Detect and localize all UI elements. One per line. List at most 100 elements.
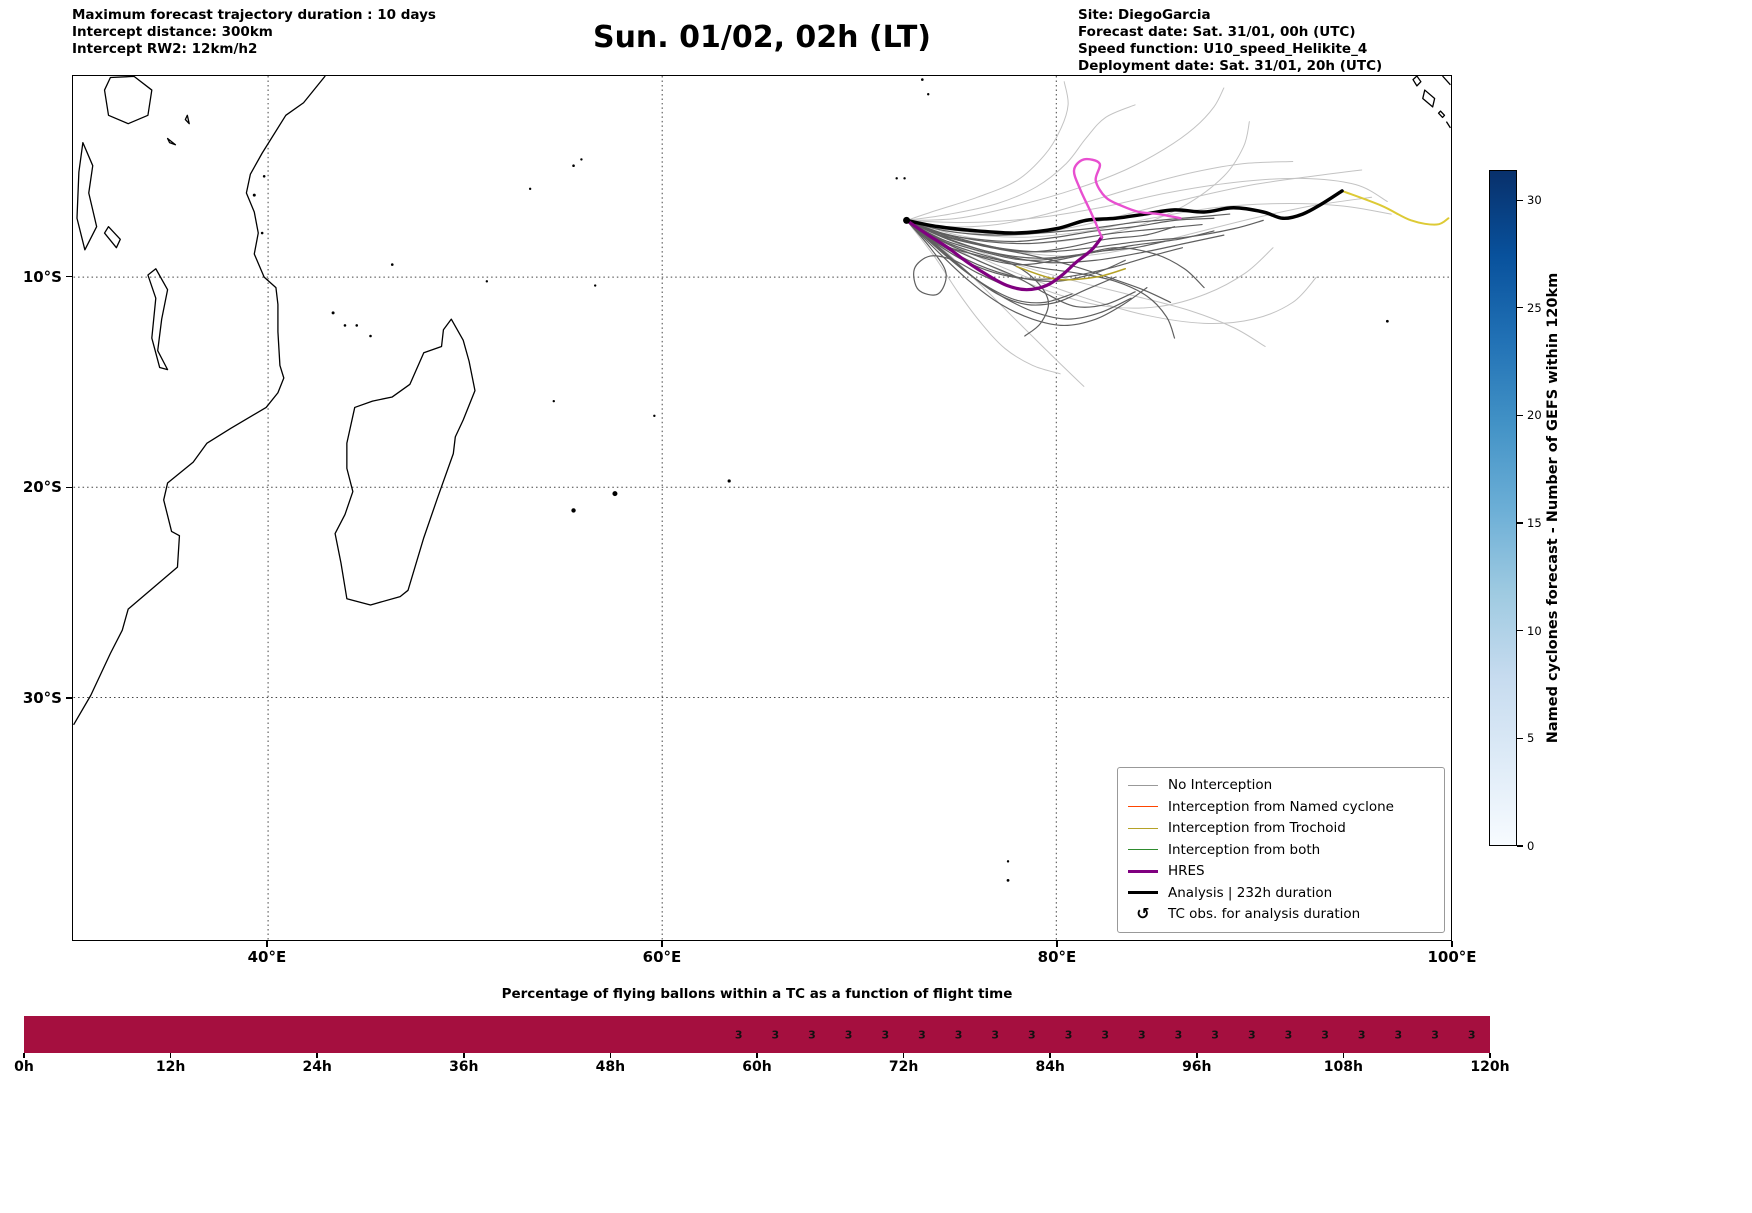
colorbar-tick-mark	[1517, 307, 1523, 309]
colorbar-tick-mark	[1517, 522, 1523, 524]
flight-tick-label: 36h	[449, 1059, 479, 1075]
colorbar-tick-mark	[1517, 845, 1523, 847]
trajectory-gefs-18	[905, 219, 1205, 289]
flight-tick-mark	[23, 1053, 25, 1058]
flight-bar-value: 3	[1284, 1028, 1293, 1041]
island-dot	[252, 193, 256, 197]
coastline-lake-rukwa	[103, 226, 121, 249]
flight-bar-value: 3	[1467, 1028, 1476, 1041]
x-tick-mark	[1056, 941, 1058, 947]
flight-tick-mark	[463, 1053, 465, 1058]
colorbar-tick-mark	[1517, 630, 1523, 632]
island-dot	[580, 158, 583, 161]
legend-item-label: Analysis | 232h duration	[1168, 884, 1333, 901]
legend-item-label: No Interception	[1168, 777, 1273, 794]
island-dot	[369, 334, 372, 338]
colorbar-tick-label: 10	[1527, 623, 1542, 638]
flight-bar-value: 3	[1431, 1028, 1439, 1041]
flight-bar-value: 3	[844, 1028, 853, 1041]
colorbar-label: Named cyclones forecast - Number of GEFS…	[1545, 272, 1561, 744]
flight-chart-title: Percentage of flying ballons within a TC…	[501, 986, 1013, 1002]
colorbar-tick-label: 30	[1527, 193, 1542, 208]
coastline-sipora	[1437, 110, 1446, 119]
legend-item: ↺ TC obs. for analysis duration	[1128, 904, 1434, 926]
island-dot	[572, 164, 575, 167]
flight-bar-value: 3	[1064, 1028, 1073, 1041]
param-intercept-distance: Intercept distance: 300km	[72, 24, 273, 40]
flight-bar-value: 3	[881, 1028, 890, 1041]
legend-line-swatch	[1128, 869, 1158, 873]
legend-item: No Interception	[1128, 775, 1434, 797]
island-dot	[355, 324, 359, 327]
flight-bar-value: 3	[1247, 1028, 1256, 1041]
trajectory-gefs-light-9	[906, 219, 1085, 387]
trajectory-gefs-20	[905, 219, 1050, 337]
flight-bar: 3 3 3 3 3 3 3 3 3 3 3 3 3 3 3 3 3 3 3 3 3	[24, 1016, 1490, 1053]
trajectory-gefs-light-4	[906, 219, 1274, 309]
island-dot	[262, 174, 266, 178]
trajectory-analysis	[904, 189, 1344, 235]
island-dot	[390, 263, 394, 266]
legend-line-swatch	[1128, 827, 1158, 829]
trajectory-gefs-light-13	[906, 81, 1069, 221]
y-tick-label: 20°S	[22, 478, 62, 497]
flight-tick-label: 60h	[742, 1059, 772, 1075]
island-dot	[343, 324, 347, 327]
plot-title: Sun. 01/02, 02h (LT)	[592, 20, 932, 55]
coastline-lake-eyasi	[166, 137, 177, 146]
legend-item: HRES	[1128, 861, 1434, 883]
colorbar-tick-mark	[1517, 737, 1523, 739]
launch-site-marker	[903, 216, 911, 224]
coastline-siberut	[1422, 89, 1436, 108]
island-dot	[331, 311, 335, 315]
flight-bar-value: 3	[1357, 1028, 1366, 1041]
trajectory-gefs-light-12	[906, 87, 1225, 221]
island-dot	[903, 177, 906, 180]
trajectory-map: No Interception Interception from Named c…	[72, 75, 1452, 941]
x-tick-label: 100°E	[1427, 948, 1477, 966]
island-dot	[485, 280, 489, 283]
flight-tick-mark	[1342, 1053, 1345, 1058]
colorbar-tick-label: 0	[1527, 839, 1535, 853]
flight-tick-label: 84h	[1035, 1059, 1065, 1075]
trajectory-gefs-10	[905, 217, 1215, 243]
trajectory-gefs-19	[905, 219, 1006, 296]
trajectory-hres-tc-track	[1072, 157, 1182, 239]
island-dot	[927, 93, 930, 96]
legend-item-label: HRES	[1168, 863, 1205, 880]
flight-tick-label: 108h	[1323, 1059, 1363, 1075]
trajectory-gefs-9	[905, 219, 1225, 264]
y-tick-mark	[66, 486, 72, 488]
y-tick-mark	[66, 275, 72, 278]
legend-line-swatch	[1128, 806, 1158, 808]
info-deployment-date: Deployment date: Sat. 31/01, 20h (UTC)	[1078, 58, 1383, 74]
island-dot	[260, 231, 264, 235]
colorbar-tick-label: 5	[1527, 731, 1535, 746]
coastline-lake-malawi	[147, 268, 169, 371]
trajectory-gefs-1	[905, 219, 1166, 266]
trajectory-trochoid-segment	[1016, 265, 1127, 281]
trajectory-gefs-light-7	[906, 219, 1266, 347]
y-tick-label: 10°S	[22, 267, 62, 286]
flight-bar-value: 3	[1321, 1028, 1329, 1041]
colorbar-tick-label: 20	[1527, 408, 1542, 423]
colorbar-tick-mark	[1517, 414, 1523, 416]
coastline-batu-islands	[1412, 76, 1422, 87]
flight-tick-mark	[1489, 1053, 1491, 1058]
flight-tick-mark	[756, 1053, 758, 1058]
trajectory-gefs-light-11	[906, 177, 1388, 224]
island-dot	[895, 177, 898, 180]
trajectory-gefs-4	[905, 219, 1116, 306]
coastline-lake-victoria	[103, 76, 153, 125]
flight-tick-mark	[1049, 1053, 1051, 1058]
legend-line-swatch	[1128, 891, 1158, 895]
legend-item: Interception from both	[1128, 839, 1434, 861]
flight-tick-label: 12h	[155, 1059, 186, 1075]
flight-tick-mark	[169, 1053, 172, 1058]
flight-tick-label: 24h	[302, 1059, 332, 1075]
tc-obs-icon: ↺	[1136, 904, 1150, 924]
info-forecast-date: Forecast date: Sat. 31/01, 00h (UTC)	[1078, 24, 1356, 40]
y-tick-mark	[66, 697, 72, 699]
coastline-pagai	[1445, 121, 1451, 129]
